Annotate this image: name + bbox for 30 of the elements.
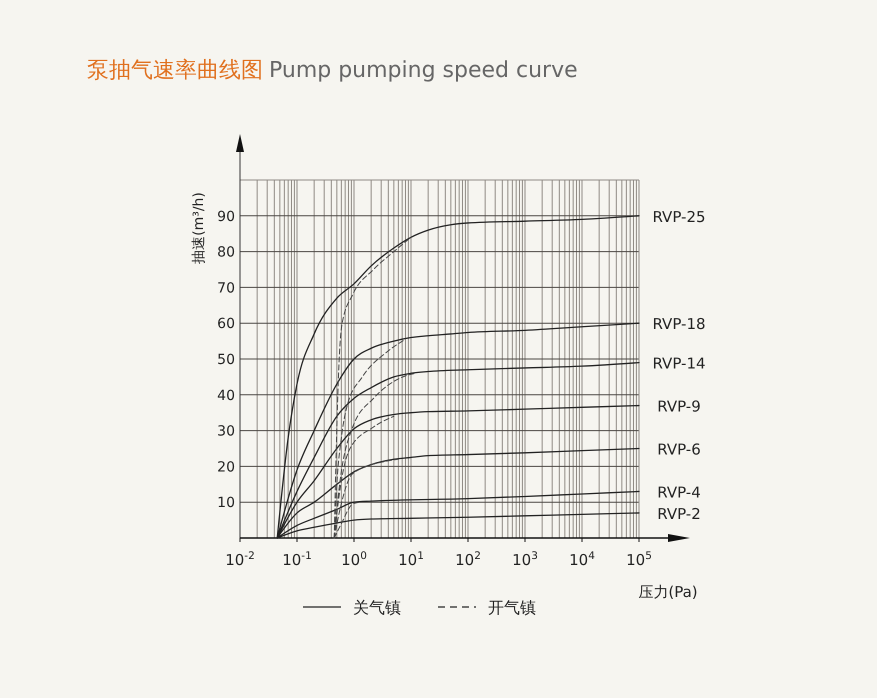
y-axis-title: 抽速(m³/h)	[191, 192, 207, 264]
x-tick-label: 10$^{4}$	[569, 550, 596, 569]
series-label: RVP-14	[652, 354, 706, 373]
y-tick-label: 40	[217, 388, 235, 404]
y-tick-label: 80	[217, 244, 235, 261]
text: 开气镇	[488, 598, 536, 617]
x-tick-label: 10$^{-1}$	[282, 550, 312, 569]
chart-title: 泵抽气速率曲线图	[87, 58, 263, 83]
series-label: RVP-2	[657, 504, 701, 523]
y-tick-label: 90	[217, 208, 235, 225]
y-tick-label: 10	[217, 495, 235, 512]
x-tick-label: 10$^{2}$	[455, 550, 481, 569]
x-axis-title: 压力(Pa)	[638, 583, 698, 601]
series-label: RVP-9	[657, 398, 701, 416]
x-tick-label: 10$^{1}$	[398, 550, 424, 569]
series-label: RVP-18	[652, 315, 706, 334]
series-label: RVP-4	[657, 483, 701, 502]
x-tick-label: 10$^{0}$	[341, 550, 367, 569]
x-tick-label: 10$^{3}$	[512, 550, 538, 569]
y-tick-label: 60	[217, 316, 235, 332]
y-tick-label: 30	[217, 424, 235, 440]
y-tick-label: 20	[217, 459, 235, 476]
x-tick-label: 10$^{5}$	[626, 550, 652, 569]
y-tick-label: 70	[217, 280, 235, 296]
series-label: RVP-25	[652, 208, 706, 226]
x-tick-label: 10$^{-2}$	[225, 550, 255, 569]
text: 关气镇	[353, 598, 401, 617]
y-tick-label: 50	[217, 352, 235, 368]
series-label: RVP-6	[657, 440, 701, 458]
chart-subtitle: Pump pumping speed curve	[269, 58, 578, 83]
